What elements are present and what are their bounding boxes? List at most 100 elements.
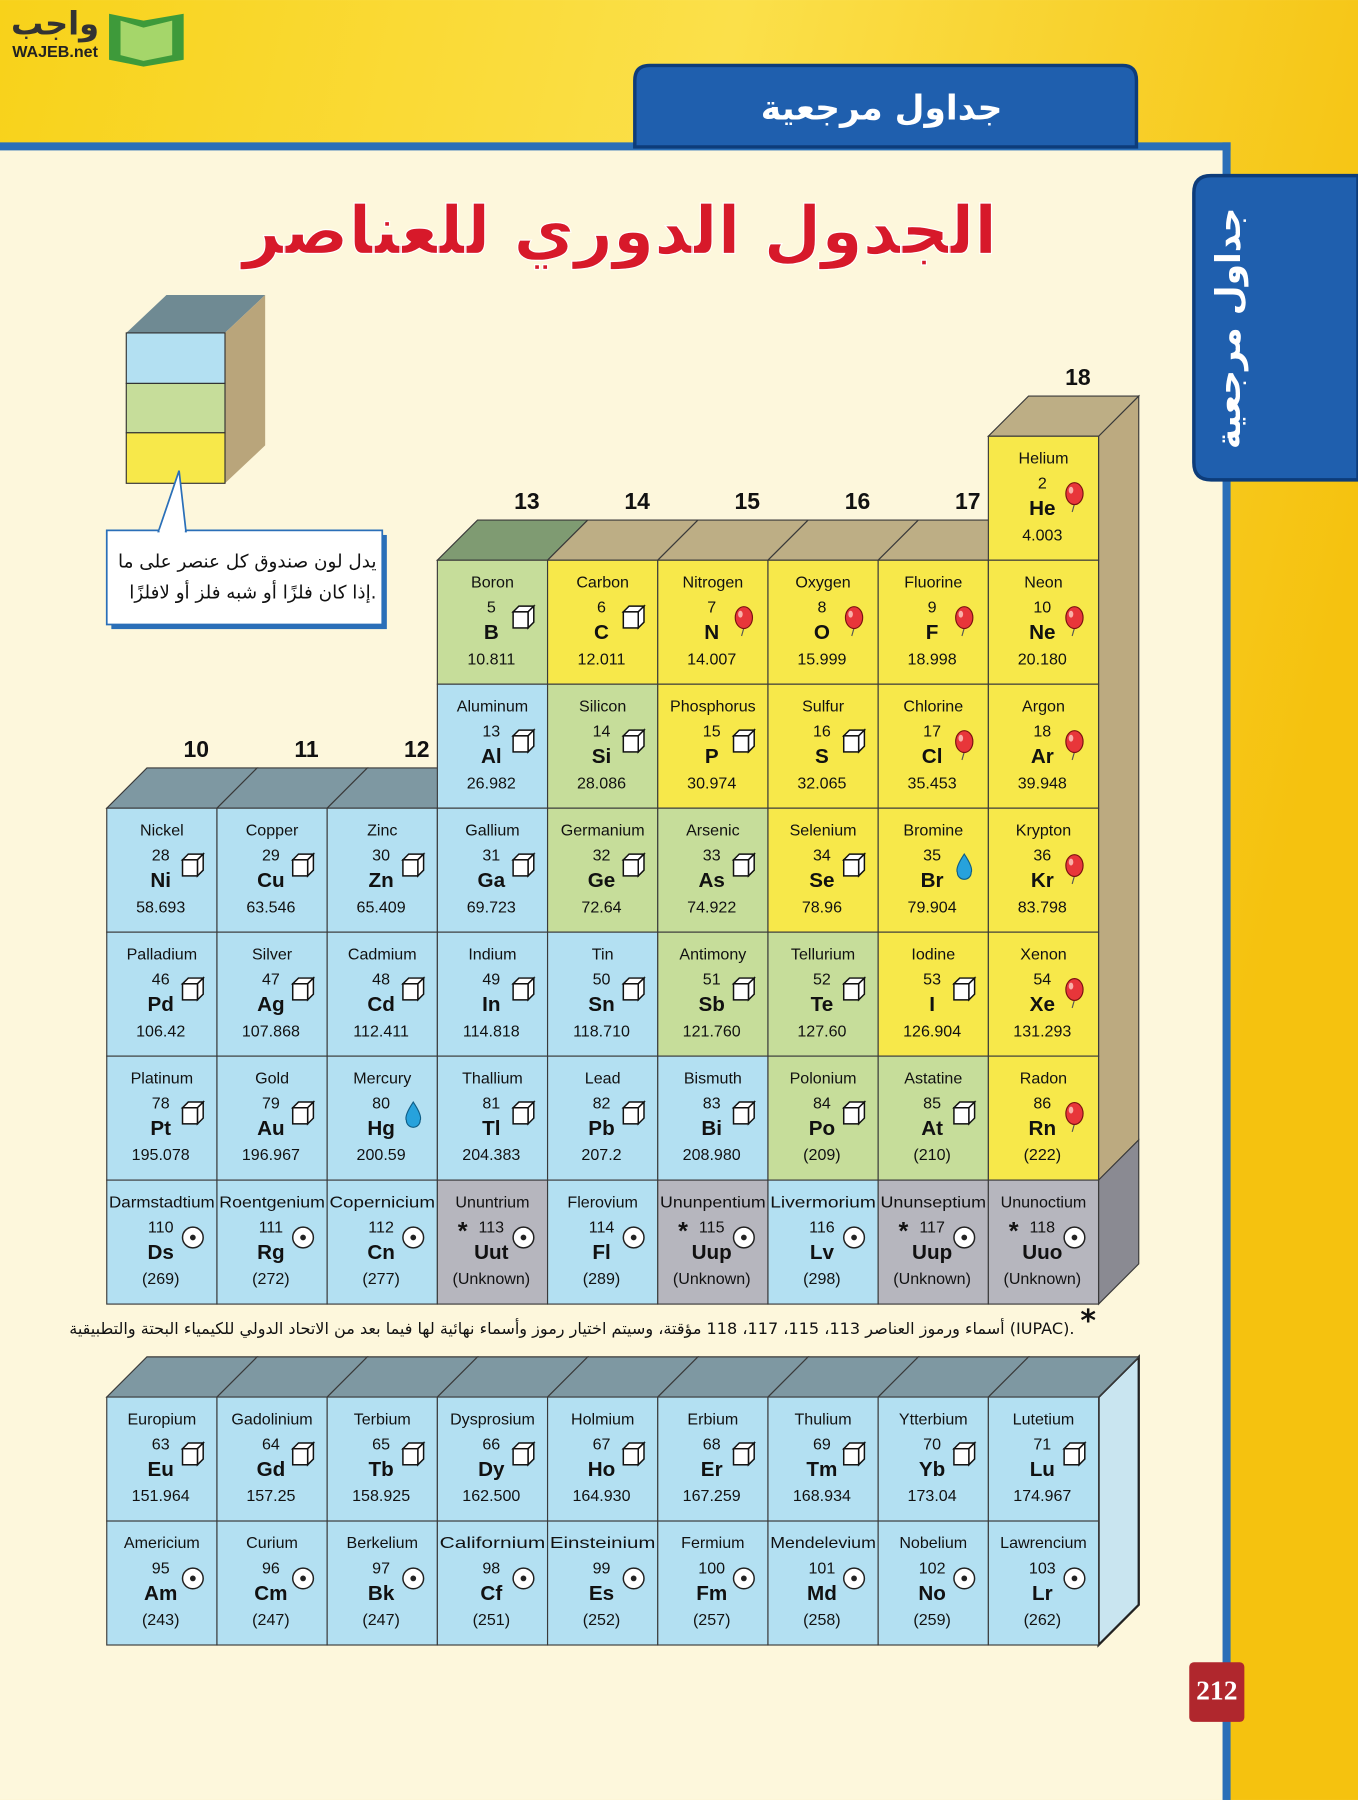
- element-symbol: Tb: [368, 1458, 393, 1481]
- element-symbol: Zn: [368, 869, 393, 892]
- atomic-number: 65: [372, 1436, 390, 1454]
- logo-latin: WAJEB.net: [12, 43, 98, 61]
- atomic-number: 6: [597, 599, 606, 617]
- atomic-mass: (272): [252, 1270, 289, 1288]
- solid-icon: [291, 1107, 309, 1125]
- atomic-number: 5: [487, 599, 496, 617]
- element-name: Indium: [468, 945, 516, 963]
- element-name: Silver: [252, 945, 293, 963]
- atomic-number: 118: [1030, 1219, 1056, 1237]
- atomic-number: 52: [813, 971, 831, 989]
- element-name: Ununoctium: [1001, 1193, 1087, 1211]
- atomic-mass: (251): [473, 1611, 511, 1629]
- group-number: 12: [404, 736, 430, 762]
- atomic-mass: 35.453: [908, 774, 957, 792]
- solid-icon: [953, 1447, 970, 1466]
- cube-metal: [125, 332, 226, 385]
- synthetic-icon-dot: [1071, 1234, 1078, 1241]
- atomic-number: 110: [148, 1219, 174, 1237]
- atomic-number: 9: [928, 599, 937, 617]
- atomic-number: 53: [923, 971, 941, 989]
- element-symbol: Es: [589, 1582, 614, 1605]
- atomic-mass: 20.180: [1018, 650, 1067, 668]
- element-name: Gallium: [465, 821, 519, 839]
- element-name: Platinum: [131, 1069, 194, 1087]
- atomic-mass: 208.980: [683, 1146, 741, 1164]
- side-face: [1097, 1354, 1140, 1648]
- solid-icon: [512, 1107, 529, 1125]
- gas-icon-shine: [738, 610, 743, 618]
- atomic-number: 48: [372, 971, 390, 989]
- element-symbol: P: [705, 745, 719, 768]
- atomic-number: 13: [482, 723, 500, 741]
- atomic-number: 46: [152, 971, 170, 989]
- element-symbol: Pd: [148, 993, 174, 1016]
- atomic-mass: 167.259: [683, 1487, 741, 1505]
- legend-line: يدل لون صندوق كل عنصر على ما: [118, 552, 377, 573]
- element-name: Erbium: [687, 1410, 738, 1428]
- element-symbol: As: [699, 869, 725, 892]
- element-symbol: Kr: [1031, 869, 1054, 892]
- element-name: Dysprosium: [450, 1410, 535, 1428]
- solid-icon: [622, 735, 639, 753]
- element-name: Bromine: [903, 821, 963, 839]
- element-symbol: At: [921, 1117, 943, 1140]
- gas-icon-string: [1071, 875, 1076, 885]
- atomic-number: 50: [593, 971, 611, 989]
- element-symbol: Ag: [257, 993, 285, 1016]
- provisional-mark: *: [1009, 1218, 1019, 1246]
- side-face: [1097, 394, 1140, 1182]
- atomic-mass: (Unknown): [1003, 1270, 1081, 1288]
- atomic-mass: (247): [362, 1611, 400, 1629]
- atomic-mass: 69.723: [467, 898, 516, 916]
- solid-icon: [512, 611, 529, 629]
- atomic-mass: 196.967: [242, 1146, 300, 1164]
- cube-metalloid: [125, 382, 226, 434]
- element-symbol: Pt: [150, 1117, 171, 1140]
- atomic-mass: (Unknown): [893, 1270, 971, 1288]
- atomic-mass: (259): [913, 1611, 951, 1629]
- atomic-number: 67: [593, 1436, 611, 1454]
- atomic-mass: (277): [362, 1270, 400, 1288]
- solid-icon: [402, 983, 419, 1001]
- element-symbol: Yb: [919, 1458, 945, 1481]
- synthetic-icon-dot: [961, 1234, 968, 1241]
- element-symbol: Lr: [1032, 1582, 1053, 1605]
- atomic-mass: 168.934: [793, 1487, 851, 1505]
- element-symbol: Sn: [588, 993, 614, 1016]
- element-name: Nickel: [140, 821, 184, 839]
- element-name: Cadmium: [348, 945, 417, 963]
- atomic-mass: 30.974: [687, 774, 736, 792]
- element-name: Iodine: [911, 945, 955, 963]
- atomic-number: 49: [482, 971, 500, 989]
- group-number: 10: [184, 736, 210, 762]
- gas-icon: [955, 606, 974, 630]
- element-name: Tin: [592, 945, 614, 963]
- element-symbol: B: [484, 621, 499, 644]
- atomic-number: 103: [1029, 1559, 1056, 1577]
- element-symbol: F: [926, 621, 939, 644]
- provisional-mark: *: [899, 1218, 909, 1246]
- solid-icon: [512, 1447, 529, 1466]
- solid-icon: [402, 859, 419, 877]
- element-symbol: Te: [811, 993, 834, 1016]
- atomic-number: 82: [593, 1095, 611, 1113]
- solid-icon: [732, 983, 750, 1001]
- atomic-number: 98: [482, 1559, 500, 1577]
- group-number: 13: [514, 488, 540, 514]
- element-name: Ununtrium: [455, 1193, 529, 1211]
- element-name: Germanium: [561, 821, 645, 839]
- atomic-mass: (289): [583, 1270, 621, 1288]
- element-symbol: N: [704, 621, 719, 644]
- element-symbol: Ne: [1029, 621, 1055, 644]
- atomic-mass: 127.60: [797, 1022, 846, 1040]
- solid-icon: [842, 1447, 860, 1466]
- atomic-mass: 78.96: [802, 898, 842, 916]
- element-symbol: Lv: [810, 1241, 835, 1264]
- cube-top: [126, 295, 266, 333]
- element-name: Oxygen: [795, 573, 850, 591]
- page-number-box: [1189, 1662, 1245, 1722]
- gas-icon: [844, 606, 864, 630]
- atomic-mass: 174.967: [1013, 1487, 1071, 1505]
